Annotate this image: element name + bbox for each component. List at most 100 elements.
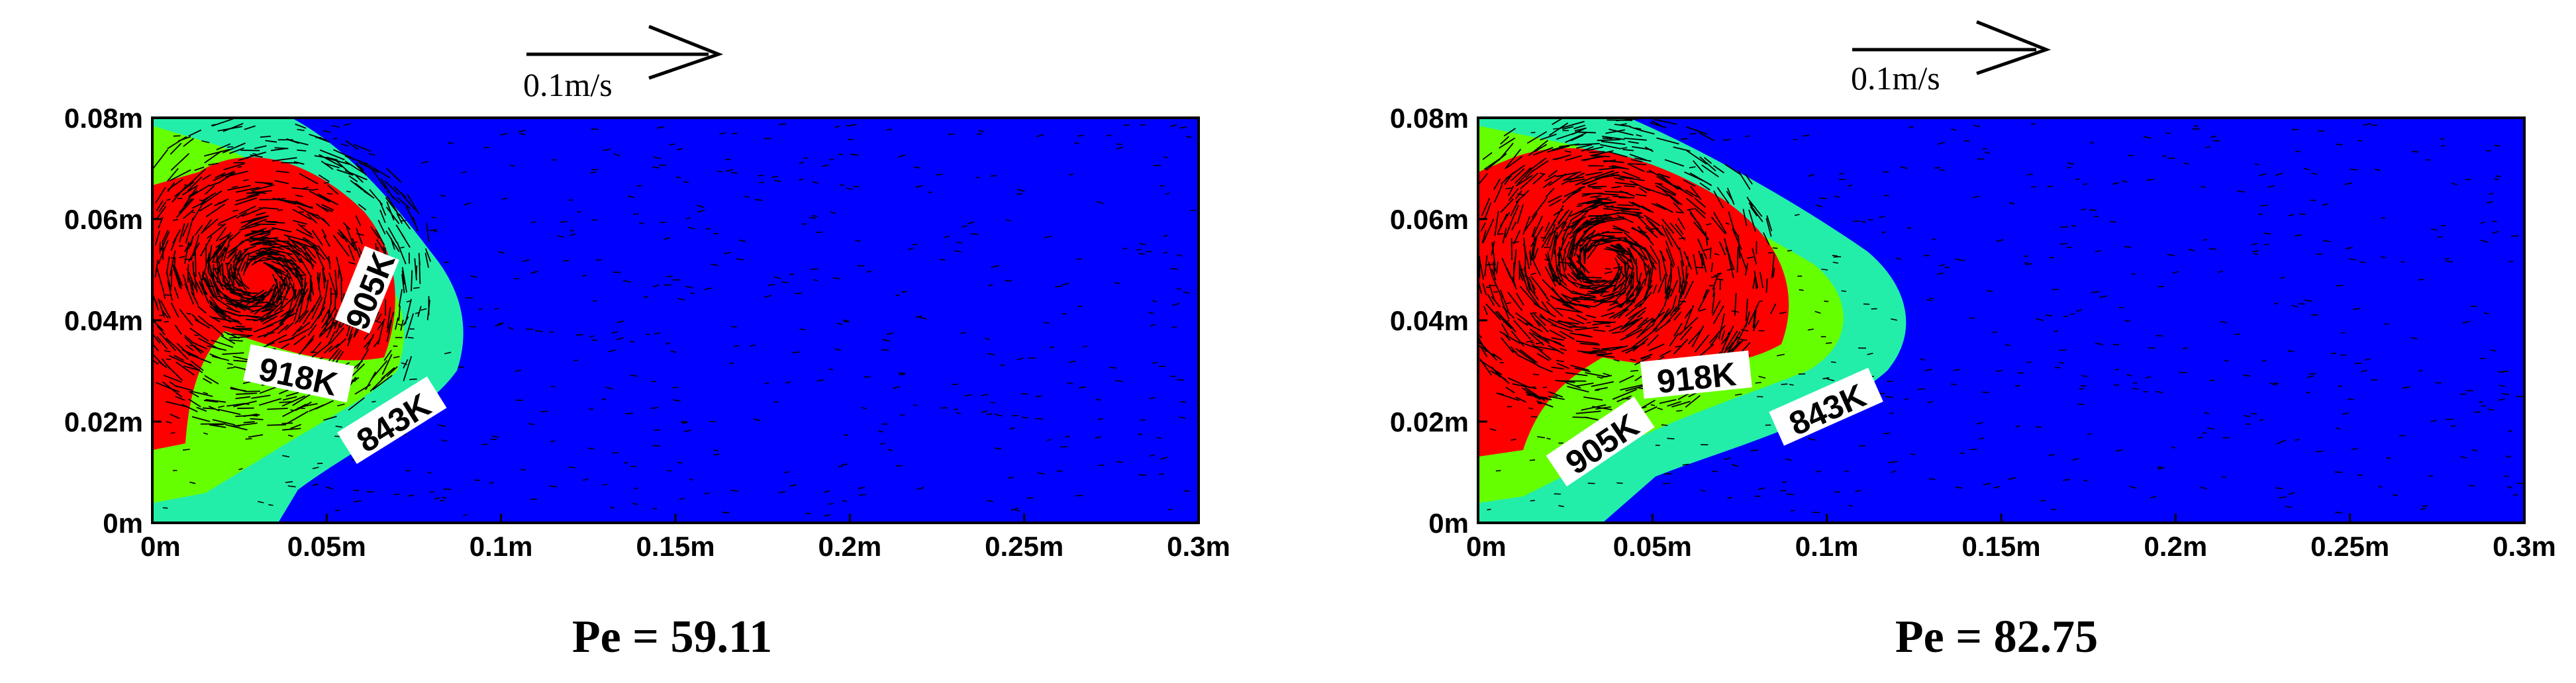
velocity-vector [395,317,399,330]
velocity-vector [1515,396,1526,403]
velocity-vector [411,270,413,292]
velocity-vector [962,225,967,228]
velocity-vector [1567,273,1577,282]
velocity-vector [1479,342,1497,361]
velocity-vector [1587,240,1602,259]
velocity-vector [219,198,229,205]
velocity-vector [348,175,358,183]
velocity-vector [231,185,238,189]
velocity-vector [1658,183,1677,195]
velocity-vector [187,176,203,192]
velocity-vector [1734,293,1737,316]
velocity-vector [1515,189,1530,203]
velocity-vector [1515,347,1536,364]
x-tick-label: 0m [140,531,181,562]
velocity-vector [393,355,400,359]
velocity-vector [190,360,204,371]
velocity-vector [297,128,305,131]
velocity-vector [265,140,277,143]
velocity-vector [1955,486,1963,489]
velocity-vector [719,132,726,135]
velocity-vector [401,267,407,293]
velocity-vector [1501,323,1509,336]
velocity-vector [1554,249,1558,273]
velocity-vector [1531,226,1536,238]
velocity-vector [1559,249,1565,273]
velocity-vector [1722,138,1730,141]
velocity-vector [295,267,304,281]
velocity-vector [167,167,179,182]
velocity-vector [2095,250,2101,253]
velocity-vector [1570,364,1589,371]
velocity-vector [179,255,185,259]
velocity-vector [2055,367,2061,369]
velocity-vector [403,359,409,369]
velocity-vector [1627,163,1645,173]
velocity-vector [1844,470,1849,473]
velocity-vector [307,213,318,224]
velocity-vector [260,135,271,138]
velocity-vector [1534,144,1548,152]
velocity-vector [1541,300,1551,314]
velocity-vector [1620,334,1632,341]
velocity-vector [1648,169,1669,182]
velocity-vector [1047,439,1052,441]
velocity-vector [276,310,294,330]
velocity-vector [321,204,334,211]
panel-left: 905K 918K 843K 0m 0.05m 0.1m 0.15m 0.2m 0.25m… [64,24,1230,662]
velocity-vector [1602,136,1625,140]
velocity-vector [2303,167,2310,171]
velocity-vector [1609,128,1634,136]
velocity-vector [1612,283,1621,293]
velocity-vector [162,288,166,299]
velocity-vector [508,327,513,330]
velocity-vector [1616,252,1634,271]
velocity-vector [1581,404,1607,411]
velocity-vector [1592,321,1616,326]
velocity-vector [1036,134,1044,138]
velocity-vector [1628,140,1639,144]
velocity-vector [840,463,849,466]
velocity-vector [1620,251,1632,263]
velocity-vector [1637,251,1649,269]
velocity-vector [1116,461,1123,463]
velocity-vector [1637,317,1649,328]
velocity-vector [263,207,279,210]
velocity-vector [199,203,213,212]
velocity-vector [2116,449,2123,452]
velocity-vector [1681,278,1685,293]
velocity-vector [1728,331,1741,352]
velocity-vector [273,305,283,313]
velocity-vector [202,174,211,181]
velocity-vector [1581,206,1598,213]
velocity-vector [1634,356,1651,366]
velocity-vector [1534,248,1539,259]
velocity-vector [1557,209,1570,224]
velocity-vector [270,148,288,152]
velocity-vector [152,332,161,344]
velocity-vector [223,163,245,171]
velocity-vector [1636,134,1642,137]
velocity-vector [156,200,164,212]
velocity-vector [1908,126,1914,128]
velocity-vector [1502,306,1515,319]
velocity-vector [1533,302,1556,318]
velocity-vector [1578,276,1602,279]
velocity-vector [250,184,275,192]
velocity-vector [1972,195,1980,199]
velocity-vector [1140,418,1146,422]
velocity-vector [1686,150,1707,165]
velocity-vector [191,205,203,222]
velocity-vector [277,208,283,212]
velocity-vector [204,375,219,385]
velocity-vector [1624,267,1629,289]
velocity-vector [2506,486,2512,489]
velocity-vector [209,279,219,300]
velocity-vector [208,405,220,412]
velocity-vector [582,478,589,481]
velocity-vector [1567,236,1576,260]
velocity-vector [418,253,421,266]
velocity-vector [434,497,440,500]
velocity-vector [1852,220,1860,222]
velocity-vector [1563,171,1579,181]
